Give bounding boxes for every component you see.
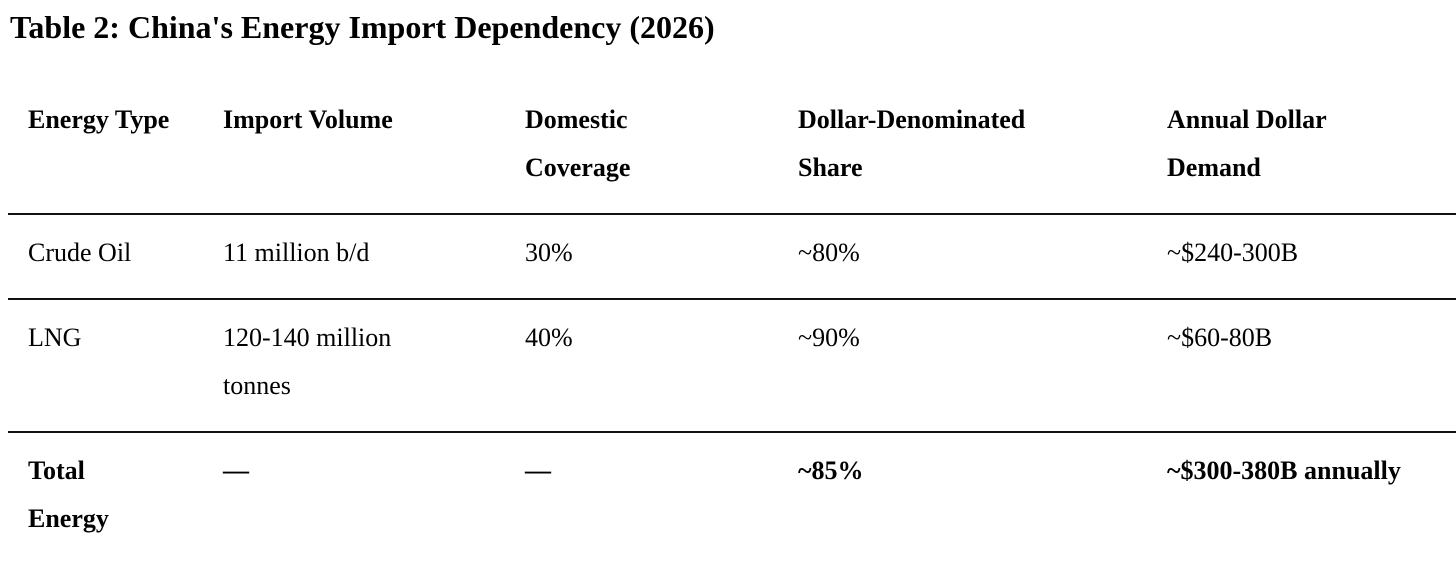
column-header-energy-type: Energy Type (8, 96, 203, 215)
column-header-dollar-denominated-share: Dollar-Denominated Share (778, 96, 1147, 215)
table-caption: Table 2: China's Energy Import Dependenc… (10, 9, 715, 45)
cell-annual-demand: ~$60-80B (1147, 299, 1456, 433)
cell-energy-type: Crude Oil (8, 214, 203, 300)
column-header-import-volume: Import Volume (203, 96, 505, 215)
table-row-total-energy: Total Energy — — ~85% ~$300-380B annuall… (8, 432, 1456, 564)
cell-import-volume: — (223, 456, 249, 485)
table-row-lng: LNG 120-140 million tonnes 40% ~90% ~$60… (8, 299, 1456, 433)
cell-dollar-share: ~90% (778, 299, 1147, 433)
table-header-row: Energy Type Import Volume Domestic Cover… (8, 96, 1456, 215)
cell-annual-demand: ~$240-300B (1147, 214, 1456, 300)
cell-dollar-share: ~80% (778, 214, 1147, 300)
cell-import-volume: 120-140 million tonnes (203, 299, 505, 433)
cell-energy-type: LNG (8, 299, 203, 433)
table-row-crude-oil: Crude Oil 11 million b/d 30% ~80% ~$240-… (8, 214, 1456, 300)
column-header-annual-dollar-demand: Annual Dollar Demand (1147, 96, 1456, 215)
cell-domestic-coverage: 30% (505, 214, 778, 300)
cell-domestic-coverage: — (525, 456, 551, 485)
cell-domestic-coverage: 40% (505, 299, 778, 433)
cell-annual-demand: ~$300-380B annually (1167, 456, 1401, 485)
cell-import-volume: 11 million b/d (203, 214, 505, 300)
column-header-domestic-coverage: Domestic Coverage (505, 96, 778, 215)
cell-dollar-share: ~85% (798, 456, 864, 485)
cell-energy-type: Total Energy (28, 456, 109, 533)
energy-import-table: Energy Type Import Volume Domestic Cover… (8, 96, 1456, 564)
